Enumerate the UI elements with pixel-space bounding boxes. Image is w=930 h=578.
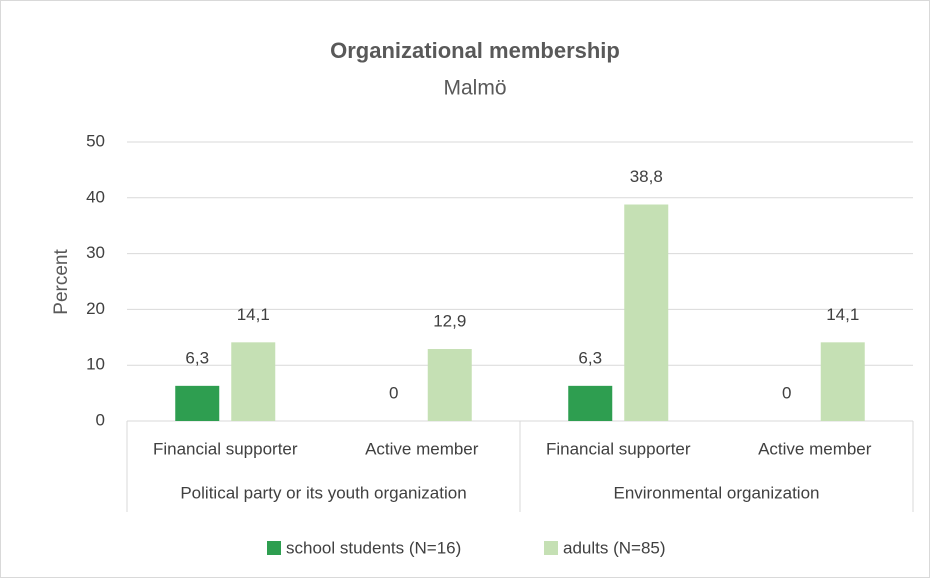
legend-label: school students (N=16) [286, 538, 461, 557]
y-axis-label: Percent [51, 249, 72, 315]
y-tick-label: 0 [96, 410, 105, 429]
data-label: 0 [782, 383, 791, 402]
data-label: 0 [389, 383, 398, 402]
bar [568, 385, 613, 421]
group-label: Political party or its youth organizatio… [180, 483, 466, 502]
x-tick-label: Financial supporter [546, 439, 691, 458]
y-tick-label: 30 [86, 243, 105, 262]
bar [820, 342, 865, 421]
bar [427, 349, 472, 421]
x-tick-label: Active member [365, 439, 479, 458]
y-tick-label: 50 [86, 131, 105, 150]
data-label: 6,3 [185, 348, 209, 367]
bar [231, 342, 276, 421]
bar [175, 385, 220, 421]
legend-swatch [544, 541, 558, 555]
legend-label: adults (N=85) [563, 538, 666, 557]
y-tick-label: 20 [86, 299, 105, 318]
chart-subtitle: Malmö [443, 77, 506, 100]
y-tick-label: 40 [86, 187, 105, 206]
data-label: 12,9 [433, 312, 466, 331]
chart-title: Organizational membership [330, 38, 620, 63]
legend-swatch [267, 541, 281, 555]
data-label: 14,1 [826, 305, 859, 324]
bar [624, 204, 669, 421]
group-label: Environmental organization [613, 483, 819, 502]
y-tick-label: 10 [86, 355, 105, 374]
x-tick-label: Active member [758, 439, 872, 458]
data-label: 6,3 [578, 348, 602, 367]
data-label: 38,8 [630, 167, 663, 186]
x-tick-label: Financial supporter [153, 439, 298, 458]
data-label: 14,1 [237, 305, 270, 324]
